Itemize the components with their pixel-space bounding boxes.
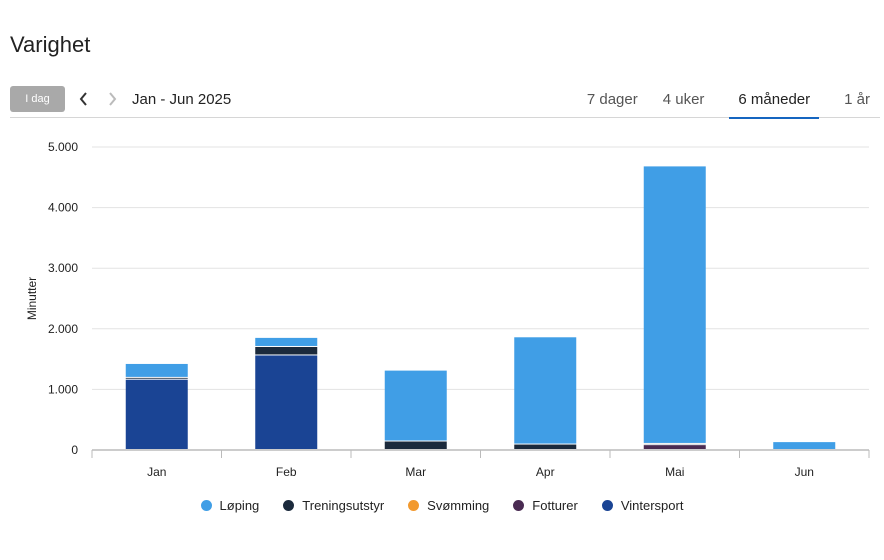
tab-4-weeks[interactable]: 4 uker [662, 91, 705, 108]
bar-segment[interactable] [125, 377, 188, 379]
legend-swatch [601, 500, 613, 511]
x-tick-label: Feb [276, 465, 297, 479]
legend-swatch [408, 500, 420, 511]
legend-swatch [513, 500, 525, 511]
legend-item[interactable]: Vintersport [601, 498, 684, 513]
bar-segment[interactable] [125, 363, 188, 377]
x-tick-label: Mai [665, 465, 684, 479]
tab-6-months[interactable]: 6 måneder [729, 86, 820, 119]
legend-label: Fotturer [532, 498, 578, 513]
bar-segment[interactable] [255, 355, 318, 449]
duration-chart: 0 1.000 2.000 3.000 4.000 5.000 Minutter Jan Feb… [25, 140, 870, 479]
date-range-label: Jan - Jun 2025 [132, 91, 232, 108]
bar-segment[interactable] [514, 337, 577, 444]
chevron-left-icon [79, 92, 87, 106]
period-tabs: 7 dager 4 uker 6 måneder 1 år [562, 86, 880, 119]
x-tick-label: Jun [795, 465, 814, 479]
legend-label: Vintersport [620, 498, 684, 513]
legend-label: Treningsutstyr [302, 498, 385, 513]
page-title: Varighet [10, 32, 91, 57]
tab-7-days[interactable]: 7 dager [586, 91, 638, 108]
x-tick-label: Jan [147, 465, 166, 479]
y-tick-label: 5.000 [48, 140, 78, 154]
chart-legend: Løping Treningsutstyr Svømming Fotturer Vint… [0, 498, 884, 513]
bar-segment[interactable] [255, 346, 318, 355]
legend-item[interactable]: Fotturer [513, 498, 578, 513]
legend-swatch [283, 500, 295, 511]
y-tick-label: 0 [71, 443, 78, 457]
toolbar: I dag Jan - Jun 2025 7 dager 4 uker 6 må… [10, 86, 880, 119]
bar-segment[interactable] [773, 442, 836, 449]
previous-period-button[interactable] [74, 88, 94, 110]
legend-item[interactable]: Løping [200, 498, 260, 513]
bar-segment[interactable] [384, 441, 447, 449]
legend-swatch [200, 500, 212, 511]
legend-item[interactable]: Svømming [408, 498, 489, 513]
bar-segment[interactable] [514, 444, 577, 449]
bar-segment[interactable] [384, 370, 447, 441]
y-axis-label: Minutter [25, 277, 39, 320]
y-tick-label: 4.000 [48, 201, 78, 215]
bar-segment[interactable] [643, 445, 706, 449]
bar-segment[interactable] [255, 337, 318, 346]
y-tick-label: 1.000 [48, 382, 78, 396]
today-button[interactable]: I dag [10, 86, 65, 112]
y-tick-label: 2.000 [48, 322, 78, 336]
bar-segment[interactable] [125, 379, 188, 449]
x-tick-label: Apr [536, 465, 555, 479]
next-period-button[interactable] [102, 88, 122, 110]
y-tick-label: 3.000 [48, 261, 78, 275]
legend-label: Svømming [427, 498, 490, 513]
legend-label: Løping [219, 498, 260, 513]
legend-item[interactable]: Treningsutstyr [283, 498, 384, 513]
tab-1-year[interactable]: 1 år [844, 91, 870, 108]
chevron-right-icon [109, 92, 117, 106]
bar-segment[interactable] [643, 166, 706, 443]
x-tick-label: Mar [405, 465, 426, 479]
